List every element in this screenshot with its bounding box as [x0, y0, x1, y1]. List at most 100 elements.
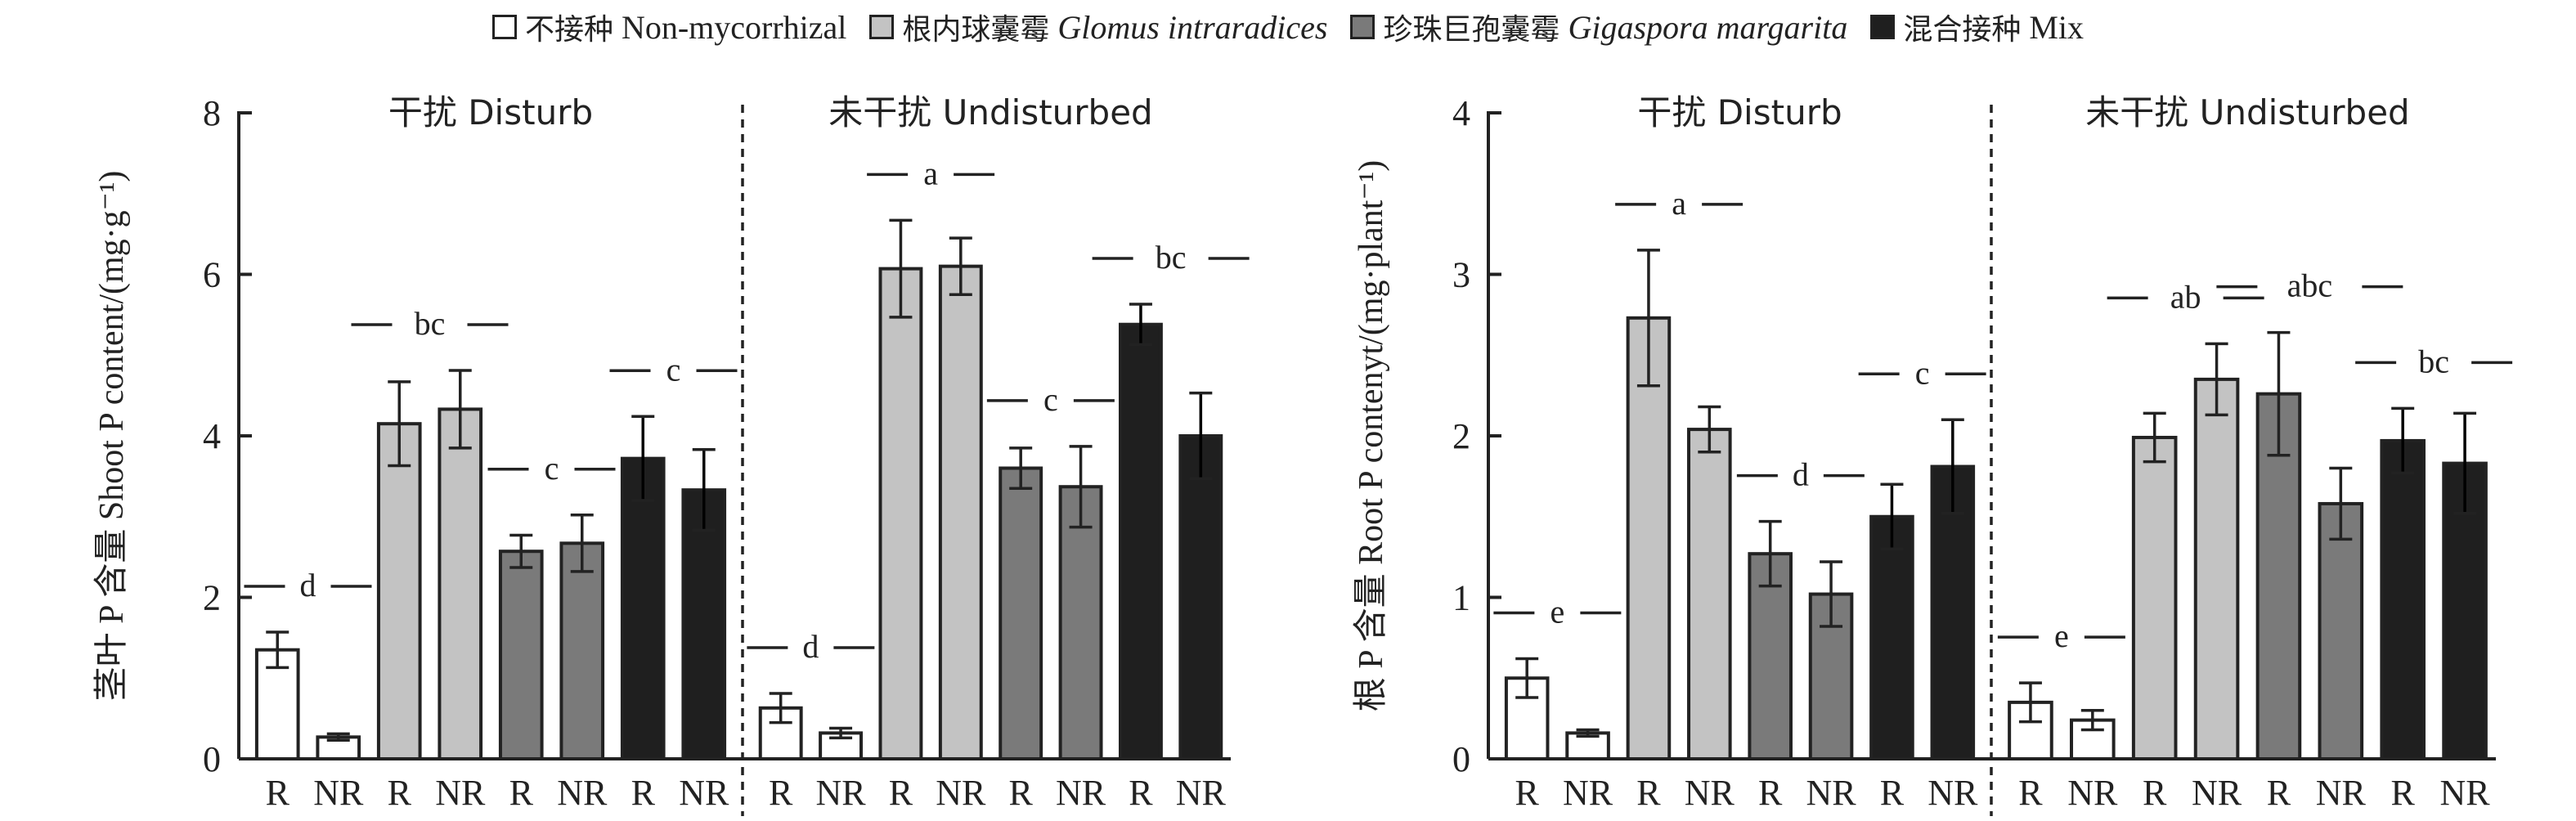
x-tick-label: NR: [679, 773, 729, 813]
bar: [681, 488, 727, 760]
significance-letter: abc: [2287, 267, 2333, 304]
significance-letter: bc: [415, 305, 446, 342]
x-tick-label: NR: [1563, 773, 1613, 813]
x-tick-label: R: [2391, 773, 2416, 813]
significance-letter: e: [2054, 617, 2069, 654]
panel-title: 未干扰 Undisturbed: [828, 92, 1152, 132]
x-tick-label: NR: [313, 773, 364, 813]
x-tick-label: R: [509, 773, 534, 813]
legend: 不接种 Non-mycorrhizal 根内球囊霉 Glomus intrara…: [0, 0, 2576, 54]
legend-label-en: Gigaspora margarita: [1568, 8, 1848, 46]
y-axis-title: 根 P 含量 Root P contenyt/(mg·plant⁻¹): [1353, 160, 1390, 711]
x-tick-label: NR: [2316, 773, 2367, 813]
bar: [938, 264, 983, 760]
legend-label-cn: 根内球囊霉: [902, 13, 1050, 47]
bar: [2131, 435, 2178, 760]
bar: [1930, 464, 1976, 761]
x-tick-label: NR: [936, 773, 986, 813]
significance-letter: d: [1793, 456, 1809, 493]
chart-1: 0 2 4 6 8 茎叶 P 含量 Shoot P content/(mg·g⁻¹) 干扰 …: [93, 92, 1250, 816]
x-tick-label: NR: [2440, 773, 2491, 813]
legend-swatch-non-mycorrhizal: [491, 15, 517, 39]
legend-swatch-gigaspora-margarita: [1350, 15, 1376, 39]
bar: [1058, 485, 1103, 761]
legend-label-en: Glomus intraradices: [1057, 8, 1328, 46]
y-tick-label: 1: [1452, 578, 1470, 618]
legend-label-en: Mix: [2029, 8, 2085, 46]
significance-letter: ab: [2170, 278, 2201, 315]
legend-item-glomus-intraradices: 根内球囊霉 Glomus intraradices: [869, 6, 1327, 48]
bar: [1626, 316, 1672, 760]
legend-item-non-mycorrhizal: 不接种 Non-mycorrhizal: [491, 6, 847, 48]
significance-letter: c: [666, 351, 681, 388]
significance-letter: bc: [1156, 239, 1187, 276]
panel-title: 干扰 Disturb: [1637, 92, 1842, 132]
x-tick-label: NR: [816, 773, 867, 813]
significance-letter: c: [545, 450, 559, 487]
x-tick-label: NR: [1176, 773, 1227, 813]
legend-label-en: Non-mycorrhizal: [621, 8, 847, 46]
x-tick-label: NR: [1056, 773, 1106, 813]
x-tick-label: R: [388, 773, 412, 813]
bar: [559, 541, 605, 761]
bar: [1118, 322, 1163, 761]
bar: [498, 550, 544, 761]
x-tick-label: NR: [2067, 773, 2118, 813]
y-tick-label: 4: [203, 416, 221, 456]
x-tick-label: R: [1129, 773, 1153, 813]
x-tick-label: R: [266, 773, 290, 813]
significance-letter: a: [1672, 185, 1686, 222]
x-tick-label: R: [889, 773, 913, 813]
legend-swatch-mix: [1870, 15, 1896, 39]
y-tick-label: 2: [203, 578, 221, 618]
bar: [1869, 514, 1914, 760]
significance-letter: c: [1915, 354, 1930, 391]
legend-swatch-glomus-intraradices: [869, 15, 895, 39]
x-tick-label: R: [2267, 773, 2291, 813]
legend-item-mix: 混合接种 Mix: [1870, 6, 2084, 48]
bar: [999, 466, 1043, 760]
bar: [2318, 501, 2364, 760]
y-tick-label: 0: [1452, 739, 1470, 779]
bar: [376, 422, 422, 760]
bar: [1687, 428, 1732, 760]
y-axis-title: 茎叶 P 含量 Shoot P content/(mg·g⁻¹): [93, 171, 131, 702]
x-tick-label: NR: [1928, 773, 1978, 813]
chart-2: 0 1 2 3 4 根 P 含量 Root P contenyt/(mg·plant⁻¹)…: [1353, 92, 2513, 816]
bar: [620, 456, 666, 761]
x-tick-label: NR: [557, 773, 608, 813]
x-tick-label: R: [1880, 773, 1905, 813]
panel-title: 未干扰 Undisturbed: [2085, 92, 2409, 132]
x-tick-label: R: [1758, 773, 1783, 813]
bar: [1178, 434, 1223, 760]
y-tick-label: 0: [203, 739, 221, 779]
significance-letter: c: [1043, 381, 1058, 418]
y-tick-label: 4: [1452, 93, 1470, 133]
x-tick-label: R: [2018, 773, 2043, 813]
y-tick-label: 2: [1452, 416, 1470, 456]
bar: [2380, 438, 2426, 760]
x-tick-label: R: [631, 773, 656, 813]
bar: [878, 267, 923, 760]
significance-letter: a: [923, 155, 938, 191]
panel-title: 干扰 Disturb: [388, 92, 593, 132]
bar: [2193, 377, 2240, 760]
legend-label-cn: 不接种: [524, 13, 613, 47]
x-tick-label: R: [1515, 773, 1540, 813]
significance-letter: d: [802, 628, 819, 665]
legend-label-cn: 混合接种: [1903, 13, 2022, 47]
x-tick-label: R: [2143, 773, 2167, 813]
legend-label-cn: 珍珠巨孢囊霉: [1383, 13, 1560, 47]
significance-letter: bc: [2418, 343, 2449, 379]
x-tick-label: NR: [1685, 773, 1735, 813]
y-tick-label: 6: [203, 255, 221, 295]
x-tick-label: R: [1636, 773, 1661, 813]
x-tick-label: R: [1009, 773, 1034, 813]
legend-item-gigaspora-margarita: 珍珠巨孢囊霉 Gigaspora margarita: [1350, 6, 1847, 48]
bar: [1748, 552, 1793, 760]
x-tick-label: NR: [2192, 773, 2242, 813]
bar: [438, 407, 483, 760]
x-tick-label: R: [769, 773, 793, 813]
significance-letter: e: [1550, 594, 1564, 630]
